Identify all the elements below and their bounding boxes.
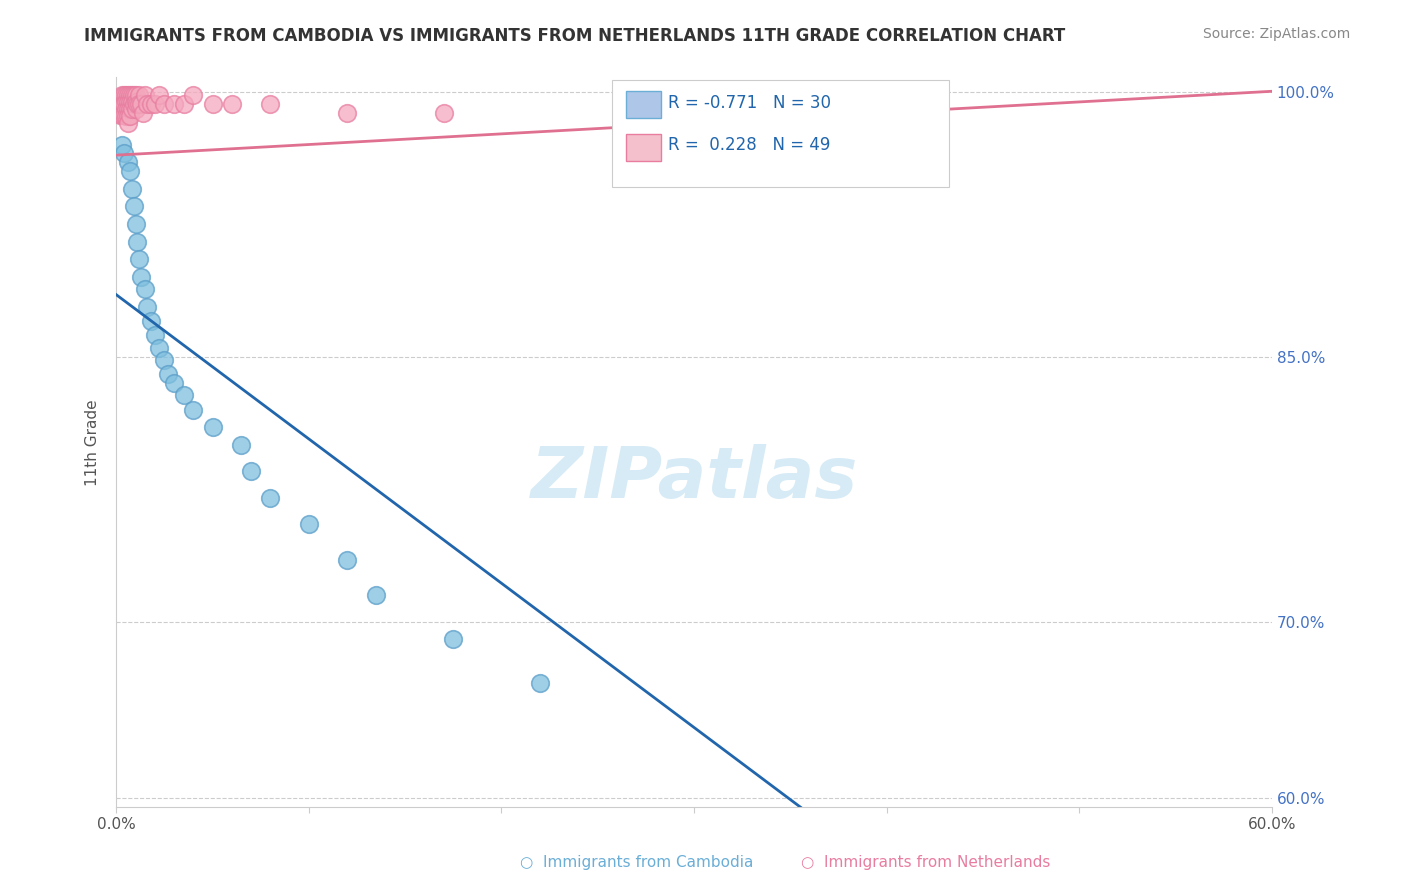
Point bbox=[115, 102, 138, 116]
Point bbox=[173, 97, 195, 112]
Point bbox=[127, 97, 149, 112]
Point bbox=[118, 109, 141, 123]
Point bbox=[157, 368, 180, 382]
Point bbox=[163, 376, 186, 390]
Y-axis label: 11th Grade: 11th Grade bbox=[86, 399, 100, 485]
Point bbox=[118, 95, 141, 110]
Point bbox=[115, 95, 138, 110]
Point bbox=[128, 88, 150, 103]
Text: R = -0.771   N = 30: R = -0.771 N = 30 bbox=[668, 94, 831, 112]
Point bbox=[298, 517, 321, 532]
Text: ZIPatlas: ZIPatlas bbox=[530, 444, 858, 513]
Point bbox=[201, 420, 224, 434]
Point bbox=[139, 97, 162, 112]
Point bbox=[117, 102, 139, 116]
Point bbox=[115, 88, 138, 103]
Point bbox=[143, 97, 166, 112]
Point bbox=[153, 97, 176, 112]
Point bbox=[148, 88, 170, 103]
Point bbox=[117, 95, 139, 110]
Text: IMMIGRANTS FROM CAMBODIA VS IMMIGRANTS FROM NETHERLANDS 11TH GRADE CORRELATION C: IMMIGRANTS FROM CAMBODIA VS IMMIGRANTS F… bbox=[84, 27, 1066, 45]
Point bbox=[117, 155, 139, 169]
Point bbox=[122, 199, 145, 213]
Point bbox=[163, 97, 186, 112]
Point bbox=[124, 102, 146, 116]
Point bbox=[240, 464, 263, 478]
Point bbox=[115, 109, 138, 123]
Point bbox=[131, 270, 153, 285]
Point bbox=[336, 105, 359, 120]
Text: Source: ZipAtlas.com: Source: ZipAtlas.com bbox=[1202, 27, 1350, 41]
Point bbox=[139, 314, 162, 328]
Point bbox=[121, 95, 143, 110]
Text: ○  Immigrants from Netherlands: ○ Immigrants from Netherlands bbox=[801, 855, 1050, 870]
Point bbox=[124, 88, 146, 103]
Point bbox=[201, 97, 224, 112]
Point bbox=[108, 107, 131, 121]
Point bbox=[111, 137, 134, 152]
Point bbox=[117, 88, 139, 103]
Point bbox=[122, 88, 145, 103]
Point bbox=[433, 105, 456, 120]
Point bbox=[118, 102, 141, 116]
Point bbox=[108, 102, 131, 116]
Point bbox=[121, 182, 143, 196]
Point bbox=[148, 341, 170, 355]
Point bbox=[136, 97, 159, 112]
Point bbox=[118, 164, 141, 178]
Text: ○  Immigrants from Cambodia: ○ Immigrants from Cambodia bbox=[520, 855, 754, 870]
Point bbox=[134, 88, 156, 103]
Point bbox=[136, 300, 159, 314]
Point bbox=[112, 146, 135, 161]
Point bbox=[128, 252, 150, 267]
Point bbox=[112, 107, 135, 121]
Point bbox=[173, 388, 195, 402]
Point bbox=[112, 97, 135, 112]
Point bbox=[181, 402, 204, 417]
Point bbox=[231, 438, 253, 452]
Point bbox=[121, 88, 143, 103]
Text: R =  0.228   N = 49: R = 0.228 N = 49 bbox=[668, 136, 830, 154]
Point bbox=[124, 217, 146, 231]
Point bbox=[111, 88, 134, 103]
Point bbox=[143, 328, 166, 343]
Point bbox=[107, 97, 129, 112]
Point bbox=[441, 632, 464, 647]
Point bbox=[131, 97, 153, 112]
Point bbox=[117, 116, 139, 130]
Point bbox=[259, 491, 281, 505]
Point bbox=[153, 353, 176, 368]
Point bbox=[127, 235, 149, 249]
Point bbox=[118, 88, 141, 103]
Point bbox=[128, 97, 150, 112]
Point bbox=[181, 88, 204, 103]
Point bbox=[117, 109, 139, 123]
Point bbox=[112, 88, 135, 103]
Point bbox=[336, 552, 359, 566]
Point bbox=[121, 102, 143, 116]
Point bbox=[124, 95, 146, 110]
Point bbox=[259, 97, 281, 112]
Point bbox=[111, 107, 134, 121]
Point bbox=[111, 97, 134, 112]
Point bbox=[529, 676, 551, 690]
Point bbox=[134, 282, 156, 296]
Point bbox=[221, 97, 243, 112]
Point bbox=[366, 588, 388, 602]
Point bbox=[132, 105, 155, 120]
Point bbox=[122, 97, 145, 112]
